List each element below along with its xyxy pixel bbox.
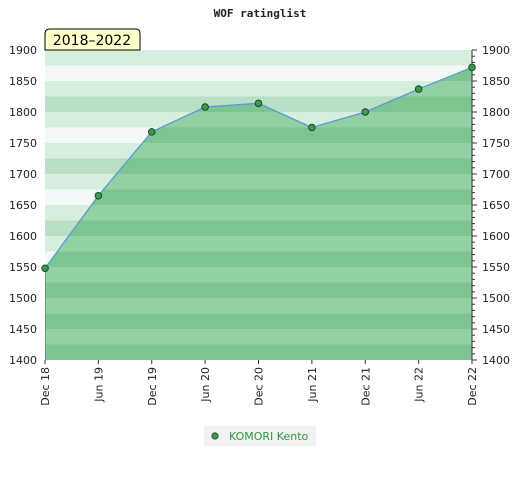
area-band <box>45 143 472 159</box>
area-band <box>45 158 472 174</box>
area-band <box>45 205 472 221</box>
y-tick-label-left: 1600 <box>9 230 37 243</box>
legend[interactable]: KOMORI Kento <box>204 426 316 446</box>
y-tick-label-left: 1700 <box>9 168 37 181</box>
y-tick-label-left: 1750 <box>9 137 37 150</box>
y-tick-label-right: 1500 <box>482 292 510 305</box>
data-point[interactable] <box>254 99 263 108</box>
legend-marker <box>211 432 219 440</box>
data-point[interactable] <box>201 103 209 111</box>
data-point[interactable] <box>147 128 156 136</box>
data-point[interactable] <box>468 63 476 72</box>
x-tick-label: Jun 21 <box>306 367 319 403</box>
background-band <box>45 65 472 81</box>
y-tick-label-right: 1600 <box>482 230 510 243</box>
data-point[interactable] <box>94 191 103 200</box>
y-tick-label-right: 1800 <box>482 106 510 119</box>
area-band <box>45 251 472 267</box>
area-band <box>45 344 472 360</box>
x-tick-label: Jun 22 <box>413 367 426 403</box>
data-point[interactable] <box>361 108 370 116</box>
area-band <box>45 267 472 283</box>
year-range-badge: 2018–2022 <box>44 28 141 51</box>
y-tick-label-right: 1900 <box>482 44 510 57</box>
x-tick-label: Jun 19 <box>92 367 105 403</box>
axes: 1400 1400 1450 1450 1500 1500 1550 1550 1600 1600… <box>9 44 510 406</box>
y-tick-label-right: 1450 <box>482 323 510 336</box>
y-tick-label-right: 1400 <box>482 354 510 367</box>
y-tick-label-left: 1800 <box>9 106 37 119</box>
x-tick-label: Dec 20 <box>253 367 266 406</box>
y-tick-label-left: 1500 <box>9 292 37 305</box>
y-tick-label-right: 1550 <box>482 261 510 274</box>
data-point[interactable] <box>308 123 316 132</box>
y-tick-label-left: 1650 <box>9 199 37 212</box>
y-tick-label-left: 1550 <box>9 261 37 274</box>
chart-title: WOF ratinglist <box>214 7 307 20</box>
y-tick-label-left: 1450 <box>9 323 37 336</box>
y-tick-label-left: 1850 <box>9 75 37 88</box>
data-point[interactable] <box>41 264 49 272</box>
y-tick-label-left: 1900 <box>9 44 37 57</box>
area-band <box>45 313 472 329</box>
legend-label: KOMORI Kento <box>229 430 309 443</box>
markers <box>41 63 476 272</box>
area-band <box>45 329 472 345</box>
area-band <box>45 298 472 314</box>
area-band <box>45 236 472 252</box>
x-tick-label: Dec 21 <box>359 367 372 406</box>
x-tick-label: Dec 22 <box>466 367 479 406</box>
area-band <box>45 189 472 205</box>
area-band <box>45 174 472 190</box>
x-tick-label: Dec 18 <box>39 367 52 406</box>
data-point[interactable] <box>414 85 423 93</box>
y-tick-label-left: 1400 <box>9 354 37 367</box>
area-band <box>45 220 472 236</box>
area-band <box>45 282 472 298</box>
year-range-label: 2018–2022 <box>53 33 131 49</box>
background-band <box>45 81 472 97</box>
x-tick-label: Dec 19 <box>146 367 159 406</box>
y-tick-label-right: 1850 <box>482 75 510 88</box>
y-tick-label-right: 1700 <box>482 168 510 181</box>
background-band <box>45 50 472 66</box>
y-tick-label-right: 1750 <box>482 137 510 150</box>
y-tick-label-right: 1650 <box>482 199 510 212</box>
x-tick-label: Jun 20 <box>199 367 212 403</box>
